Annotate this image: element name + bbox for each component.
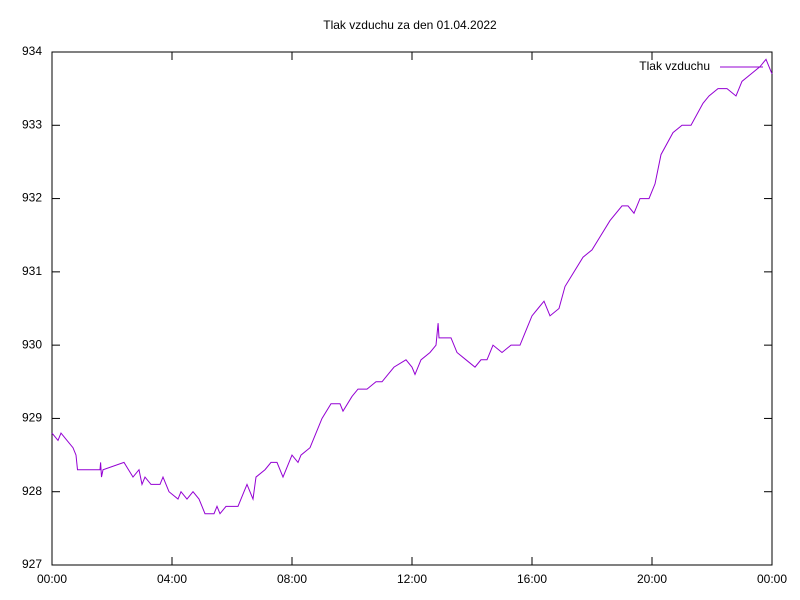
x-tick-label: 16:00 [517,572,547,586]
x-tick-label: 20:00 [637,572,667,586]
y-tick-label: 927 [22,557,42,571]
x-tick-label: 12:00 [397,572,427,586]
legend-label: Tlak vzduchu [639,59,710,73]
y-tick-label: 930 [22,337,42,351]
x-tick-label: 00:00 [37,572,67,586]
y-tick-label: 934 [22,44,42,58]
y-tick-label: 932 [22,191,42,205]
x-tick-label: 00:00 [757,572,787,586]
x-tick-label: 08:00 [277,572,307,586]
y-tick-label: 931 [22,264,42,278]
line [51,58,773,515]
chart-title: Tlak vzduchu za den 01.04.2022 [323,18,497,32]
x-tick-label: 04:00 [157,572,187,586]
y-tick-label: 933 [22,117,42,131]
y-tick-label: 929 [22,411,42,425]
y-tick-label: 928 [22,484,42,498]
